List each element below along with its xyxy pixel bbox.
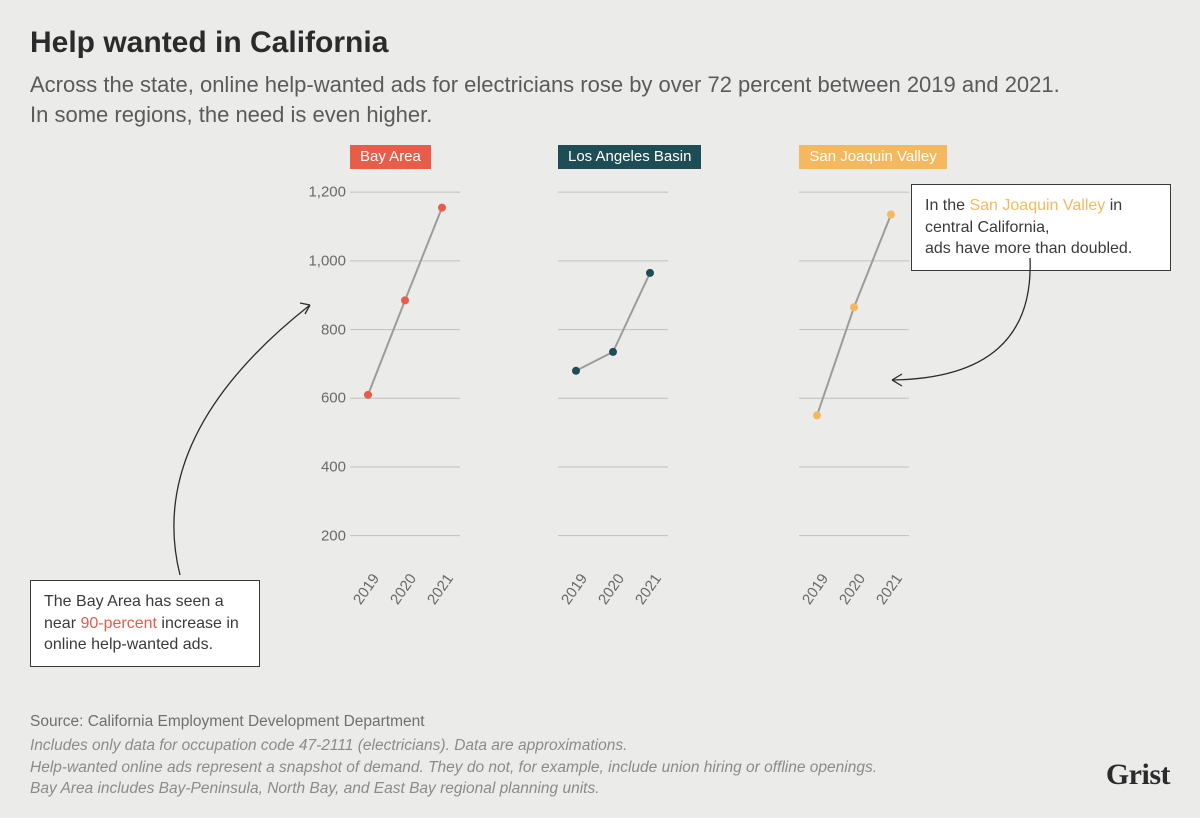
x-tick-label: 2020: [387, 571, 420, 608]
x-tick-label: 2019: [350, 571, 383, 608]
annotation-highlight: 90-percent: [80, 615, 157, 632]
x-axis-labels: 201920202021: [558, 576, 701, 616]
x-axis-labels: 201920202021: [799, 576, 946, 616]
footer-note: Help-wanted online ads represent a snaps…: [30, 757, 877, 779]
page-title: Help wanted in California: [30, 26, 1170, 60]
data-point: [887, 211, 895, 219]
x-tick-label: 2019: [799, 571, 832, 608]
chart-panel: Bay Area 201920202021: [350, 145, 460, 616]
series-line: [576, 273, 650, 371]
plot-area: [799, 175, 909, 570]
footer-note: Includes only data for occupation code 4…: [30, 735, 877, 757]
page-subtitle: Across the state, online help-wanted ads…: [30, 70, 1080, 129]
plot-area: [350, 175, 460, 570]
x-tick-label: 2019: [558, 571, 591, 608]
data-point: [438, 204, 446, 212]
footer: Source: California Employment Developmen…: [30, 711, 877, 800]
charts-row: Bay Area201920202021Los Angeles Basin201…: [350, 145, 947, 616]
chart-panel: Los Angeles Basin 201920202021: [558, 145, 701, 616]
annotation-text: ads have more than doubled.: [925, 240, 1132, 257]
x-tick-label: 2020: [836, 571, 869, 608]
y-tick-label: 200: [296, 527, 346, 544]
data-point: [364, 391, 372, 399]
y-tick-label: 1,200: [296, 184, 346, 201]
annotation-text: In the: [925, 197, 969, 214]
x-tick-label: 2021: [873, 571, 906, 608]
plot-svg: [350, 175, 460, 570]
annotation-bay-area: The Bay Area has seen a near 90-percent …: [30, 580, 260, 667]
data-point: [850, 303, 858, 311]
y-tick-label: 1,000: [296, 252, 346, 269]
series-line: [817, 215, 891, 416]
data-point: [646, 269, 654, 277]
plot-svg: [799, 175, 909, 570]
data-point: [813, 411, 821, 419]
y-tick-label: 800: [296, 321, 346, 338]
annotation-san-joaquin: In the San Joaquin Valley in central Cal…: [911, 184, 1171, 271]
y-tick-label: 400: [296, 458, 346, 475]
data-point: [572, 367, 580, 375]
panel-label: Bay Area: [350, 145, 431, 169]
annotation-highlight: San Joaquin Valley: [969, 197, 1105, 214]
panel-label: Los Angeles Basin: [558, 145, 701, 169]
x-tick-label: 2021: [424, 571, 457, 608]
data-point: [401, 296, 409, 304]
data-point: [609, 348, 617, 356]
y-tick-label: 600: [296, 390, 346, 407]
logo-grist: Grist: [1106, 758, 1170, 792]
panel-label: San Joaquin Valley: [799, 145, 946, 169]
x-tick-label: 2021: [632, 571, 665, 608]
x-axis-labels: 201920202021: [350, 576, 460, 616]
plot-svg: [558, 175, 668, 570]
plot-area: [558, 175, 668, 570]
x-tick-label: 2020: [595, 571, 628, 608]
footer-note: Bay Area includes Bay-Peninsula, North B…: [30, 778, 877, 800]
footer-source: Source: California Employment Developmen…: [30, 711, 877, 733]
